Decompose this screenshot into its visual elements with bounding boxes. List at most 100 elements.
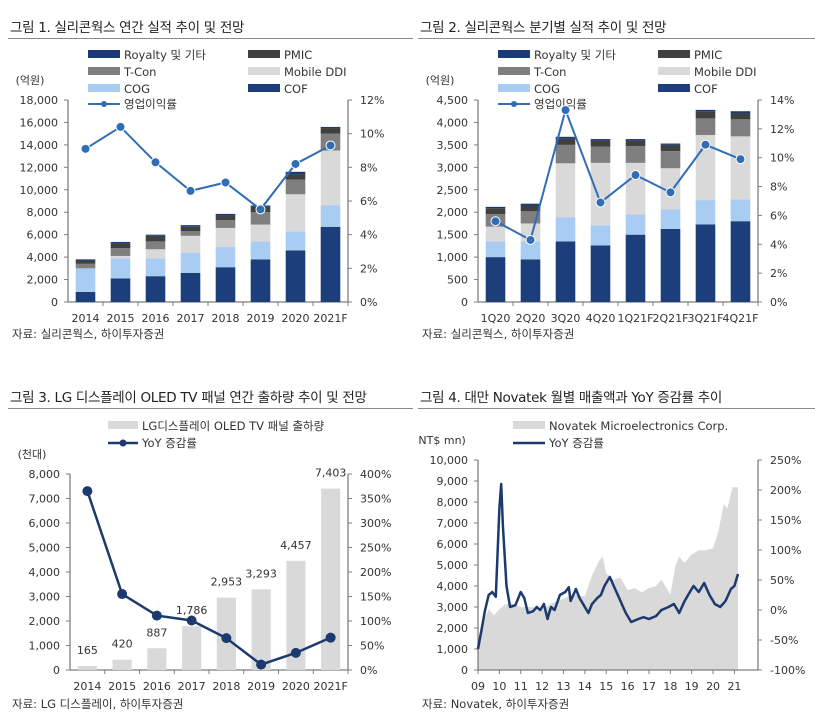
x-tick-label: 2021F: [313, 312, 347, 325]
bar-cog: [320, 205, 341, 227]
y-axis-unit-label: (억원): [16, 74, 45, 87]
y-tick-label-right: 50%: [770, 574, 794, 587]
bar-cog: [250, 241, 271, 260]
y-tick-label-left: 2,000: [27, 274, 59, 287]
y-tick-label-left: 3,000: [29, 591, 61, 604]
bar-mobile_ddi: [590, 162, 611, 226]
x-tick-label: 20: [706, 680, 720, 693]
figure-4-title: 그림 4. 대만 Novatek 월별 매출액과 YoY 증감률 추이: [420, 390, 723, 406]
y-tick-label-left: 1,500: [437, 229, 469, 242]
bar-cof: [485, 257, 506, 302]
bar-mobile_ddi: [180, 235, 201, 253]
y-tick-label-left: 4,000: [437, 116, 469, 129]
legend-swatch-oled: [108, 421, 138, 429]
y-tick-label-right: 200%: [360, 566, 391, 579]
data-label: 3,293: [245, 567, 277, 580]
bar-cog: [285, 231, 306, 251]
margin-marker: [630, 170, 641, 181]
y-tick-label-left: 2,000: [437, 622, 469, 635]
y-tick-label-right: 0%: [770, 604, 787, 617]
legend-marker-yoy: [119, 439, 127, 447]
legend-swatch-cog: [88, 84, 120, 92]
legend-swatch-tcon: [498, 67, 530, 75]
bar-mobile_ddi: [320, 150, 341, 206]
figure-4-panel: 그림 4. 대만 Novatek 월별 매출액과 YoY 증감률 추이 Nova…: [418, 380, 815, 722]
bar-pmic: [320, 128, 341, 134]
y-tick-label-right: 12%: [360, 94, 384, 107]
y-tick-label-right: -50%: [770, 634, 798, 647]
bar-cog: [215, 247, 236, 268]
margin-marker: [525, 234, 536, 245]
x-tick-label: 2020: [282, 680, 310, 693]
y-tick-label-right: 4%: [770, 238, 787, 251]
bar-tcon: [660, 151, 681, 169]
y-tick-label-left: 4,500: [437, 94, 469, 107]
x-tick-label: 21: [727, 680, 741, 693]
x-tick-label: 11: [514, 680, 528, 693]
figure-2-source: 자료: 실리콘웍스, 하이투자증권: [422, 327, 575, 341]
figure-2-rule: [418, 38, 815, 39]
y-tick-label-right: 350%: [360, 493, 391, 506]
bar-cof: [110, 278, 131, 302]
yoy-marker: [325, 632, 336, 643]
x-tick-label: 15: [599, 680, 613, 693]
bar-pmic: [520, 205, 541, 212]
y-tick-label-right: 6%: [770, 209, 787, 222]
bar-tcon: [180, 231, 201, 236]
figure-3-rule: [8, 408, 413, 409]
margin-marker: [150, 157, 161, 168]
data-label: 1,786: [176, 604, 208, 617]
bar-cof: [215, 267, 236, 302]
y-tick-label-left: 2,000: [437, 206, 469, 219]
y-tick-label-right: 12%: [770, 123, 794, 136]
y-axis-unit-label: (천대): [18, 447, 47, 461]
y-tick-label-left: 5,000: [437, 559, 469, 572]
y-tick-label-right: 0%: [360, 296, 377, 309]
data-label: 4,457: [280, 539, 312, 552]
bar-cof: [730, 221, 751, 302]
bar-royalty: [520, 203, 541, 206]
y-tick-label-left: 3,000: [437, 161, 469, 174]
bar-royalty: [485, 206, 506, 209]
bar-oled-shipments: [147, 648, 167, 670]
legend-label-mobile_ddi: Mobile DDI: [694, 65, 756, 79]
x-tick-label: 2014: [72, 312, 100, 325]
bar-tcon: [555, 144, 576, 164]
x-tick-label: 4Q21F: [723, 312, 759, 325]
data-label: 420: [112, 638, 133, 651]
y-tick-label-left: 3,500: [437, 139, 469, 152]
x-tick-label: 2016: [143, 680, 171, 693]
x-tick-label: 2014: [73, 680, 101, 693]
figure-1-source: 자료: 실리콘웍스, 하이투자증권: [12, 327, 165, 341]
bar-tcon: [250, 212, 271, 225]
y-tick-label-left: 7,000: [437, 517, 469, 530]
y-tick-label-right: 250%: [770, 454, 801, 467]
bar-oled-shipments: [112, 659, 132, 670]
y-tick-label-right: 0%: [360, 664, 377, 677]
bar-pmic: [590, 140, 611, 147]
bar-pmic: [660, 144, 681, 152]
y-tick-label-right: -100%: [770, 664, 805, 677]
y-tick-label-right: 2%: [770, 267, 787, 280]
data-label: 2,953: [211, 576, 243, 589]
bar-cof: [695, 224, 716, 302]
y-tick-label-right: 2%: [360, 262, 377, 275]
bar-tcon: [285, 179, 306, 195]
x-tick-label: 19: [685, 680, 699, 693]
figure-2-panel: 그림 2. 실리콘웍스 분기별 실적 추이 및 전망 Royalty 및 기타 P…: [418, 10, 815, 350]
y-tick-label-right: 150%: [770, 514, 801, 527]
bar-pmic: [555, 138, 576, 145]
bar-cof: [145, 276, 166, 302]
legend-swatch-revenue: [513, 421, 545, 429]
x-tick-label: 2021F: [313, 680, 347, 693]
figure-3-chart: LG디스플레이 OLED TV 패널 출하량 YoY 증감률 0 1,000 2,000…: [18, 419, 392, 693]
legend-label-cof: COF: [694, 82, 718, 96]
bar-mobile_ddi: [285, 194, 306, 232]
y-tick-label-left: 8,000: [29, 468, 61, 481]
legend-swatch-pmic: [658, 50, 690, 58]
data-label: 165: [77, 644, 98, 657]
margin-marker: [325, 140, 336, 151]
x-tick-label: 17: [642, 680, 656, 693]
y-tick-label-left: 6,000: [437, 538, 469, 551]
bar-mobile_ddi: [110, 255, 131, 259]
